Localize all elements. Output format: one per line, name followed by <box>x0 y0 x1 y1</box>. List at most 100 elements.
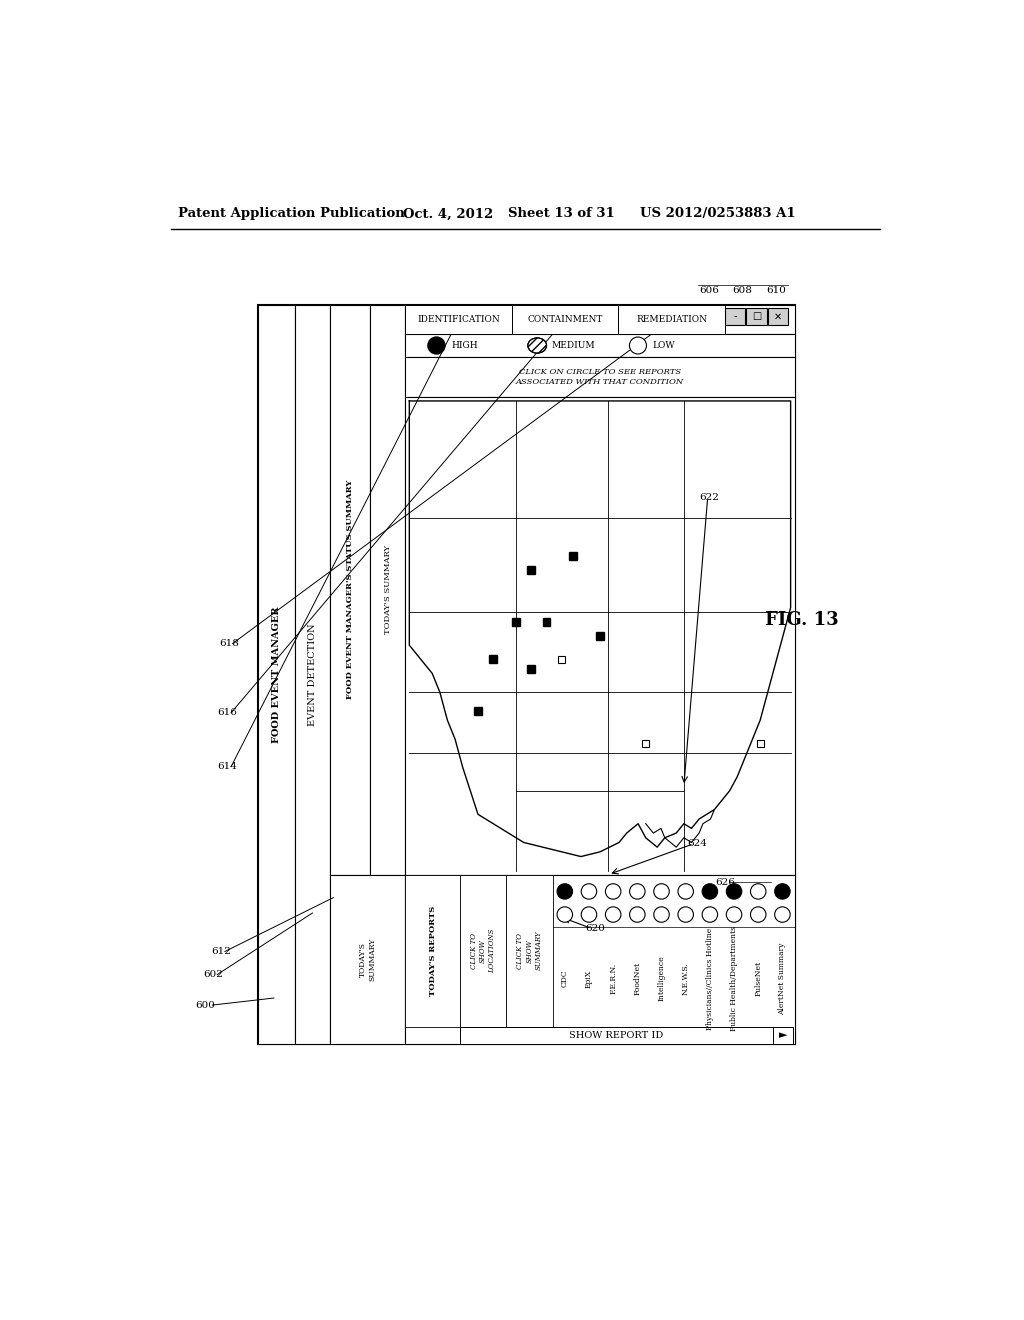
Text: 620: 620 <box>586 924 605 933</box>
Bar <box>406 875 460 1027</box>
Circle shape <box>702 884 718 899</box>
Text: REMEDIATION: REMEDIATION <box>636 315 707 323</box>
Text: 608: 608 <box>732 286 753 296</box>
Text: 624: 624 <box>688 840 708 849</box>
Text: FoodNet: FoodNet <box>633 962 641 995</box>
Text: Patent Application Publication: Patent Application Publication <box>178 207 406 220</box>
Bar <box>406 305 512 334</box>
Text: Oct. 4, 2012: Oct. 4, 2012 <box>403 207 494 220</box>
Circle shape <box>678 907 693 923</box>
Text: F.E.R.N.: F.E.R.N. <box>609 962 617 994</box>
Circle shape <box>751 884 766 899</box>
Text: FOOD EVENT MANAGER'S STATUS SUMMARY: FOOD EVENT MANAGER'S STATUS SUMMARY <box>346 480 353 700</box>
Text: CLICK TO
SHOW
SUMMARY: CLICK TO SHOW SUMMARY <box>516 931 543 970</box>
Bar <box>768 308 788 325</box>
Circle shape <box>605 884 621 899</box>
Text: Public Health/Departments: Public Health/Departments <box>730 925 738 1031</box>
Text: Sheet 13 of 31: Sheet 13 of 31 <box>508 207 614 220</box>
Circle shape <box>775 884 791 899</box>
Bar <box>512 305 618 334</box>
Bar <box>258 305 295 1044</box>
Text: FIG. 13: FIG. 13 <box>765 611 839 630</box>
Bar <box>642 741 649 747</box>
Bar <box>406 334 795 358</box>
Text: 614: 614 <box>217 762 238 771</box>
Bar <box>596 632 604 640</box>
Text: N.E.W.S.: N.E.W.S. <box>682 962 690 995</box>
Text: PulseNet: PulseNet <box>755 961 762 997</box>
Bar <box>258 305 795 1044</box>
Bar <box>406 358 795 397</box>
Text: Intelligence: Intelligence <box>657 956 666 1002</box>
Text: CDC: CDC <box>561 970 568 987</box>
Bar <box>543 618 551 626</box>
Text: 606: 606 <box>699 286 719 296</box>
Ellipse shape <box>527 338 547 354</box>
Circle shape <box>726 884 741 899</box>
Text: IDENTIFICATION: IDENTIFICATION <box>418 315 500 323</box>
Bar <box>330 305 370 875</box>
Circle shape <box>702 907 718 923</box>
Bar <box>406 397 795 875</box>
Circle shape <box>428 337 445 354</box>
Circle shape <box>605 907 621 923</box>
Text: MEDIUM: MEDIUM <box>552 341 596 350</box>
Text: TODAY'S SUMMARY: TODAY'S SUMMARY <box>384 545 391 634</box>
Text: US 2012/0253883 A1: US 2012/0253883 A1 <box>640 207 795 220</box>
Circle shape <box>726 907 741 923</box>
Text: □: □ <box>752 312 761 321</box>
Text: 600: 600 <box>196 1001 215 1010</box>
Text: 612: 612 <box>211 946 231 956</box>
Bar <box>527 665 536 672</box>
Text: TODAY'S REPORTS: TODAY'S REPORTS <box>429 906 436 995</box>
Text: CLICK TO
SHOW
LOCATIONS: CLICK TO SHOW LOCATIONS <box>470 928 497 973</box>
Circle shape <box>557 907 572 923</box>
Bar <box>773 1027 793 1044</box>
Text: 616: 616 <box>217 709 238 717</box>
Bar <box>489 656 497 663</box>
Text: FOOD EVENT MANAGER: FOOD EVENT MANAGER <box>272 606 282 743</box>
Bar <box>512 618 520 626</box>
Text: 626: 626 <box>715 878 734 887</box>
Bar <box>746 308 767 325</box>
Text: ►: ► <box>778 1031 787 1040</box>
Bar <box>330 875 406 1044</box>
Text: -: - <box>733 312 736 321</box>
Circle shape <box>678 884 693 899</box>
Bar <box>527 566 536 574</box>
Text: ✕: ✕ <box>774 312 782 321</box>
Text: LOW: LOW <box>652 341 675 350</box>
Bar <box>474 708 482 715</box>
Bar <box>506 875 553 1027</box>
Circle shape <box>653 884 670 899</box>
Bar <box>406 305 795 334</box>
Text: HIGH: HIGH <box>452 341 478 350</box>
Text: EVENT DETECTION: EVENT DETECTION <box>308 623 317 726</box>
Text: AlertNet Summary: AlertNet Summary <box>778 942 786 1015</box>
Text: SHOW REPORT ID: SHOW REPORT ID <box>569 1031 664 1040</box>
Bar <box>460 875 506 1027</box>
Bar <box>618 305 725 334</box>
Circle shape <box>630 337 646 354</box>
Text: 602: 602 <box>204 970 223 979</box>
Bar <box>558 656 565 663</box>
Bar <box>406 875 795 1044</box>
Bar <box>757 741 764 747</box>
Text: TODAY'S
SUMMARY: TODAY'S SUMMARY <box>358 937 376 981</box>
Circle shape <box>557 884 572 899</box>
Text: CONTAINMENT: CONTAINMENT <box>527 315 603 323</box>
Bar <box>569 552 578 560</box>
Text: Physicians//Clinics Hotline: Physicians//Clinics Hotline <box>706 928 714 1030</box>
Text: 622: 622 <box>699 492 719 502</box>
Circle shape <box>630 907 645 923</box>
Circle shape <box>775 907 791 923</box>
Bar <box>725 308 744 325</box>
Text: CLICK ON CIRCLE TO SEE REPORTS
ASSOCIATED WITH THAT CONDITION: CLICK ON CIRCLE TO SEE REPORTS ASSOCIATE… <box>516 368 684 385</box>
Circle shape <box>751 907 766 923</box>
Text: 618: 618 <box>219 639 239 648</box>
Text: EpiX: EpiX <box>585 969 593 987</box>
Bar <box>295 305 330 1044</box>
Circle shape <box>630 884 645 899</box>
Text: 610: 610 <box>766 286 785 296</box>
Circle shape <box>582 884 597 899</box>
